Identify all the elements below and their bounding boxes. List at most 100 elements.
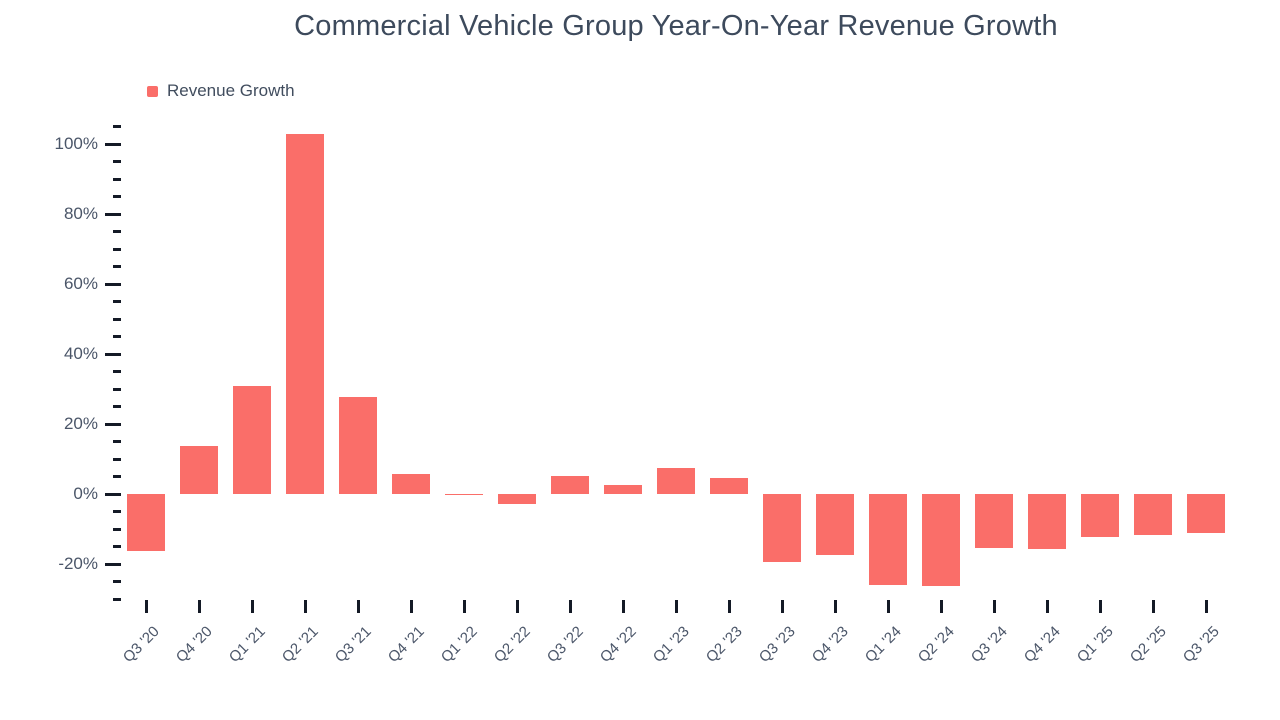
x-category-label: Q1 '22 xyxy=(438,623,482,666)
chart-title: Commercial Vehicle Group Year-On-Year Re… xyxy=(294,10,1058,42)
x-tick xyxy=(1151,600,1155,613)
bar xyxy=(392,473,430,494)
x-tick xyxy=(409,600,413,613)
x-category-label: Q4 '22 xyxy=(597,623,641,666)
y-minor-tick xyxy=(113,475,121,478)
bar xyxy=(1134,494,1172,535)
y-minor-tick xyxy=(113,230,121,233)
x-tick xyxy=(939,600,943,613)
x-tick xyxy=(1204,600,1208,613)
bar xyxy=(1081,494,1119,538)
y-minor-tick xyxy=(113,387,121,391)
x-tick xyxy=(197,600,201,613)
y-minor-tick xyxy=(113,440,121,443)
y-minor-tick xyxy=(113,247,121,251)
y-major-tick xyxy=(105,562,121,566)
bar xyxy=(233,385,271,494)
x-tick xyxy=(250,600,254,613)
x-category-label: Q3 '24 xyxy=(968,623,1012,666)
x-category-label: Q2 '24 xyxy=(915,623,959,666)
x-category-label: Q4 '24 xyxy=(1021,623,1065,666)
x-category-label: Q2 '25 xyxy=(1127,623,1171,666)
x-category-label: Q4 '20 xyxy=(173,623,217,666)
y-minor-tick xyxy=(113,317,121,321)
y-tick-label: 80% xyxy=(63,204,98,223)
x-category-label: Q2 '23 xyxy=(703,623,747,666)
bar xyxy=(975,494,1013,548)
y-minor-tick xyxy=(113,335,121,338)
y-tick-label: -20% xyxy=(58,554,98,573)
y-minor-tick xyxy=(113,125,121,128)
bar xyxy=(551,475,589,494)
y-minor-tick xyxy=(113,300,121,303)
x-category-label: Q2 '22 xyxy=(491,623,535,666)
bar xyxy=(1187,494,1225,534)
x-tick xyxy=(780,600,784,613)
y-major-tick xyxy=(105,282,121,286)
bar xyxy=(180,446,218,494)
bar xyxy=(127,494,165,552)
x-tick xyxy=(515,600,519,613)
x-category-label: Q1 '24 xyxy=(862,623,906,666)
y-tick-label: 20% xyxy=(63,414,98,433)
y-major-tick xyxy=(105,422,121,426)
y-minor-tick xyxy=(113,580,121,583)
x-tick xyxy=(833,600,837,613)
x-tick xyxy=(1045,600,1049,613)
y-minor-tick xyxy=(113,177,121,181)
x-tick xyxy=(1098,600,1102,613)
y-minor-tick xyxy=(113,527,121,531)
x-tick xyxy=(621,600,625,613)
y-minor-tick xyxy=(113,597,121,601)
bar xyxy=(763,494,801,562)
x-category-label: Q3 '20 xyxy=(120,623,164,666)
x-category-label: Q2 '21 xyxy=(279,623,323,666)
y-minor-tick xyxy=(113,405,121,408)
x-tick xyxy=(462,600,466,613)
y-major-tick xyxy=(105,142,121,146)
bar xyxy=(286,133,324,494)
x-category-label: Q1 '21 xyxy=(226,623,270,666)
y-minor-tick xyxy=(113,195,121,198)
x-category-label: Q3 '25 xyxy=(1180,623,1224,666)
x-category-label: Q4 '21 xyxy=(385,623,429,666)
x-category-label: Q1 '23 xyxy=(650,623,694,666)
bar xyxy=(604,485,642,494)
y-tick-label: 100% xyxy=(54,134,98,153)
x-category-label: Q4 '23 xyxy=(809,623,853,666)
y-major-tick xyxy=(105,492,121,496)
y-tick-label: 60% xyxy=(63,274,98,293)
bar xyxy=(339,397,377,494)
x-tick xyxy=(727,600,731,613)
y-minor-tick xyxy=(113,160,121,163)
y-major-tick xyxy=(105,212,121,216)
x-tick xyxy=(303,600,307,613)
bar xyxy=(498,494,536,505)
bar xyxy=(657,468,695,494)
y-minor-tick xyxy=(113,510,121,513)
x-tick xyxy=(144,600,148,613)
x-tick xyxy=(992,600,996,613)
y-minor-tick xyxy=(113,265,121,268)
y-minor-tick xyxy=(113,545,121,548)
x-tick xyxy=(568,600,572,613)
bar xyxy=(1028,494,1066,550)
bar xyxy=(710,477,748,494)
x-category-label: Q1 '25 xyxy=(1074,623,1118,666)
y-minor-tick xyxy=(113,370,121,373)
bar xyxy=(445,494,483,496)
x-category-label: Q3 '21 xyxy=(332,623,376,666)
x-tick xyxy=(356,600,360,613)
bar xyxy=(869,494,907,586)
x-category-label: Q3 '23 xyxy=(756,623,800,666)
bar xyxy=(816,494,854,555)
y-major-tick xyxy=(105,352,121,356)
legend: Revenue Growth xyxy=(147,81,295,101)
bar xyxy=(922,494,960,587)
x-category-label: Q3 '22 xyxy=(544,623,588,666)
y-minor-tick xyxy=(113,457,121,461)
x-tick xyxy=(886,600,890,613)
y-tick-label: 40% xyxy=(63,344,98,363)
x-tick xyxy=(674,600,678,613)
